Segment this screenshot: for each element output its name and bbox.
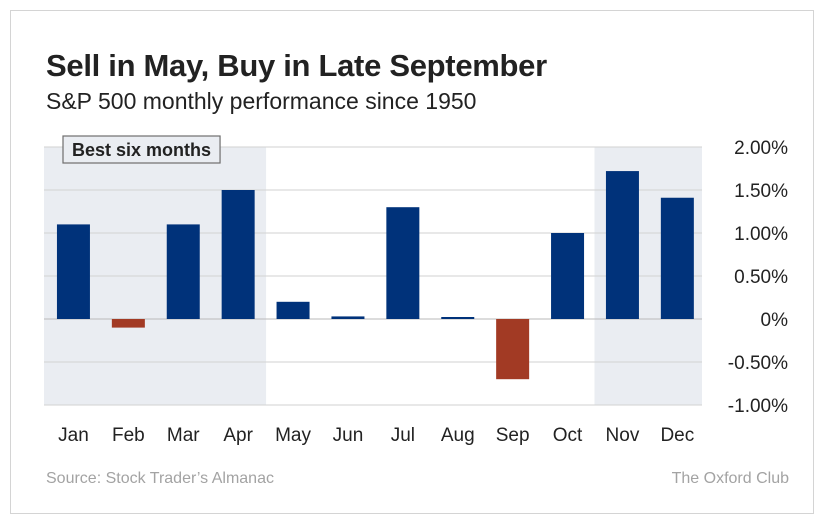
x-tick-label: Jul (391, 425, 415, 446)
x-tick-label: Dec (660, 425, 694, 446)
x-tick-label: Oct (553, 425, 583, 446)
bar-apr (221, 190, 255, 319)
bar-jun (331, 316, 365, 319)
x-tick-label: Apr (223, 425, 253, 446)
x-tick-label: Aug (441, 425, 475, 446)
x-tick-label: Nov (606, 425, 640, 446)
x-tick-label: Jan (58, 425, 89, 446)
bar-sep (496, 319, 530, 380)
y-tick-labels: 2.00% 1.50% 1.00% 0.50% 0% -0.50% -1.00% (728, 138, 788, 417)
x-tick-label: Sep (496, 425, 530, 446)
y-tick-label: 0% (761, 310, 789, 331)
bar-jul (386, 207, 420, 319)
bar-nov (605, 171, 639, 319)
bar-oct (551, 233, 585, 319)
y-tick-label: 1.00% (734, 224, 788, 245)
x-tick-labels: Jan Feb Mar Apr May Jun Jul Aug Sep Oct Nov Dec (58, 425, 694, 446)
x-tick-label: Mar (167, 425, 200, 446)
x-tick-label: Feb (112, 425, 145, 446)
chart-subtitle: S&P 500 monthly performance since 1950 (46, 88, 477, 114)
y-tick-label: 1.50% (734, 181, 788, 202)
chart-title: Sell in May, Buy in Late September (46, 48, 547, 83)
x-tick-label: May (275, 425, 311, 446)
y-tick-label: -1.00% (728, 396, 788, 417)
y-tick-label: -0.50% (728, 353, 788, 374)
y-tick-label: 2.00% (734, 138, 788, 159)
best-six-months-label-box (62, 135, 221, 164)
x-tick-label: Jun (333, 425, 364, 446)
bar-jan (56, 224, 90, 319)
bars (56, 171, 694, 380)
bar-mar (166, 224, 200, 319)
best-six-months-label: Best six months (72, 140, 211, 160)
bar-dec (660, 197, 694, 319)
best-six-months-label-group: Best six months (62, 135, 221, 164)
bar-may (276, 301, 310, 319)
bar-aug (441, 317, 475, 319)
bar-feb (111, 319, 145, 328)
y-tick-label: 0.50% (734, 267, 788, 288)
source-note: Source: Stock Trader’s Almanac (46, 470, 274, 487)
publisher-credit: The Oxford Club (671, 470, 789, 487)
